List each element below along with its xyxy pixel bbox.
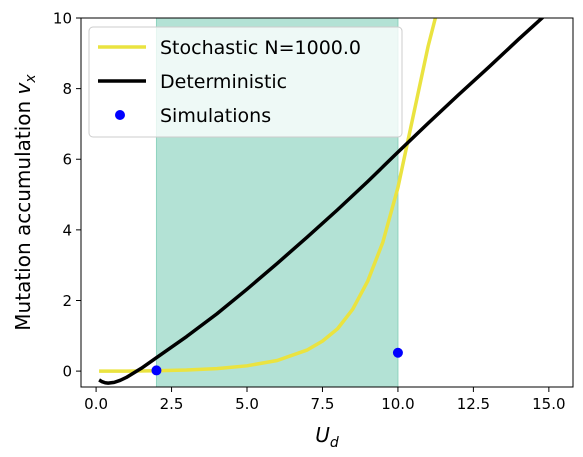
legend-label-simulations: Simulations bbox=[160, 105, 271, 127]
x-axis-title: Ud bbox=[315, 423, 339, 451]
y-tick-label: 2 bbox=[62, 292, 72, 310]
y-axis-title-var: v bbox=[11, 81, 35, 94]
x-tick-label: 0.0 bbox=[84, 395, 108, 413]
y-tick-label: 4 bbox=[62, 221, 72, 239]
x-tick-label: 15.0 bbox=[532, 395, 565, 413]
x-tick-label: 2.5 bbox=[160, 395, 184, 413]
y-axis-title-main: Mutation accumulation bbox=[11, 94, 35, 330]
x-axis-title-sub: d bbox=[330, 435, 339, 451]
y-axis: 0 2 4 6 8 10 bbox=[53, 10, 81, 381]
y-tick-label: 10 bbox=[53, 10, 72, 28]
y-axis-title: Mutation accumulation vx bbox=[11, 74, 39, 331]
series-line-0 bbox=[99, 18, 438, 373]
legend: Stochastic N=1000.0 Deterministic Simula… bbox=[88, 26, 403, 138]
legend-label-stochastic: Stochastic N=1000.0 bbox=[160, 37, 361, 59]
x-tick-label: 5.0 bbox=[235, 395, 259, 413]
legend-label-deterministic: Deterministic bbox=[160, 71, 287, 93]
y-tick-label: 0 bbox=[62, 363, 72, 381]
x-axis: 0.0 2.5 5.0 7.5 10.0 12.5 15.0 bbox=[84, 387, 566, 413]
plot-frame bbox=[80, 17, 574, 388]
y-tick-label: 6 bbox=[62, 151, 72, 169]
legend-box bbox=[88, 26, 403, 138]
series-line-1 bbox=[98, 18, 544, 385]
y-tick-label: 8 bbox=[62, 80, 72, 98]
simulation-point-1 bbox=[392, 347, 403, 358]
y-axis-title-sub: x bbox=[23, 74, 39, 84]
x-tick-label: 10.0 bbox=[381, 395, 414, 413]
legend-swatch-simulations bbox=[115, 110, 125, 120]
x-tick-label: 12.5 bbox=[457, 395, 490, 413]
simulation-point-0 bbox=[151, 365, 162, 376]
x-axis-title-main: U bbox=[315, 423, 330, 447]
x-tick-label: 7.5 bbox=[311, 395, 335, 413]
